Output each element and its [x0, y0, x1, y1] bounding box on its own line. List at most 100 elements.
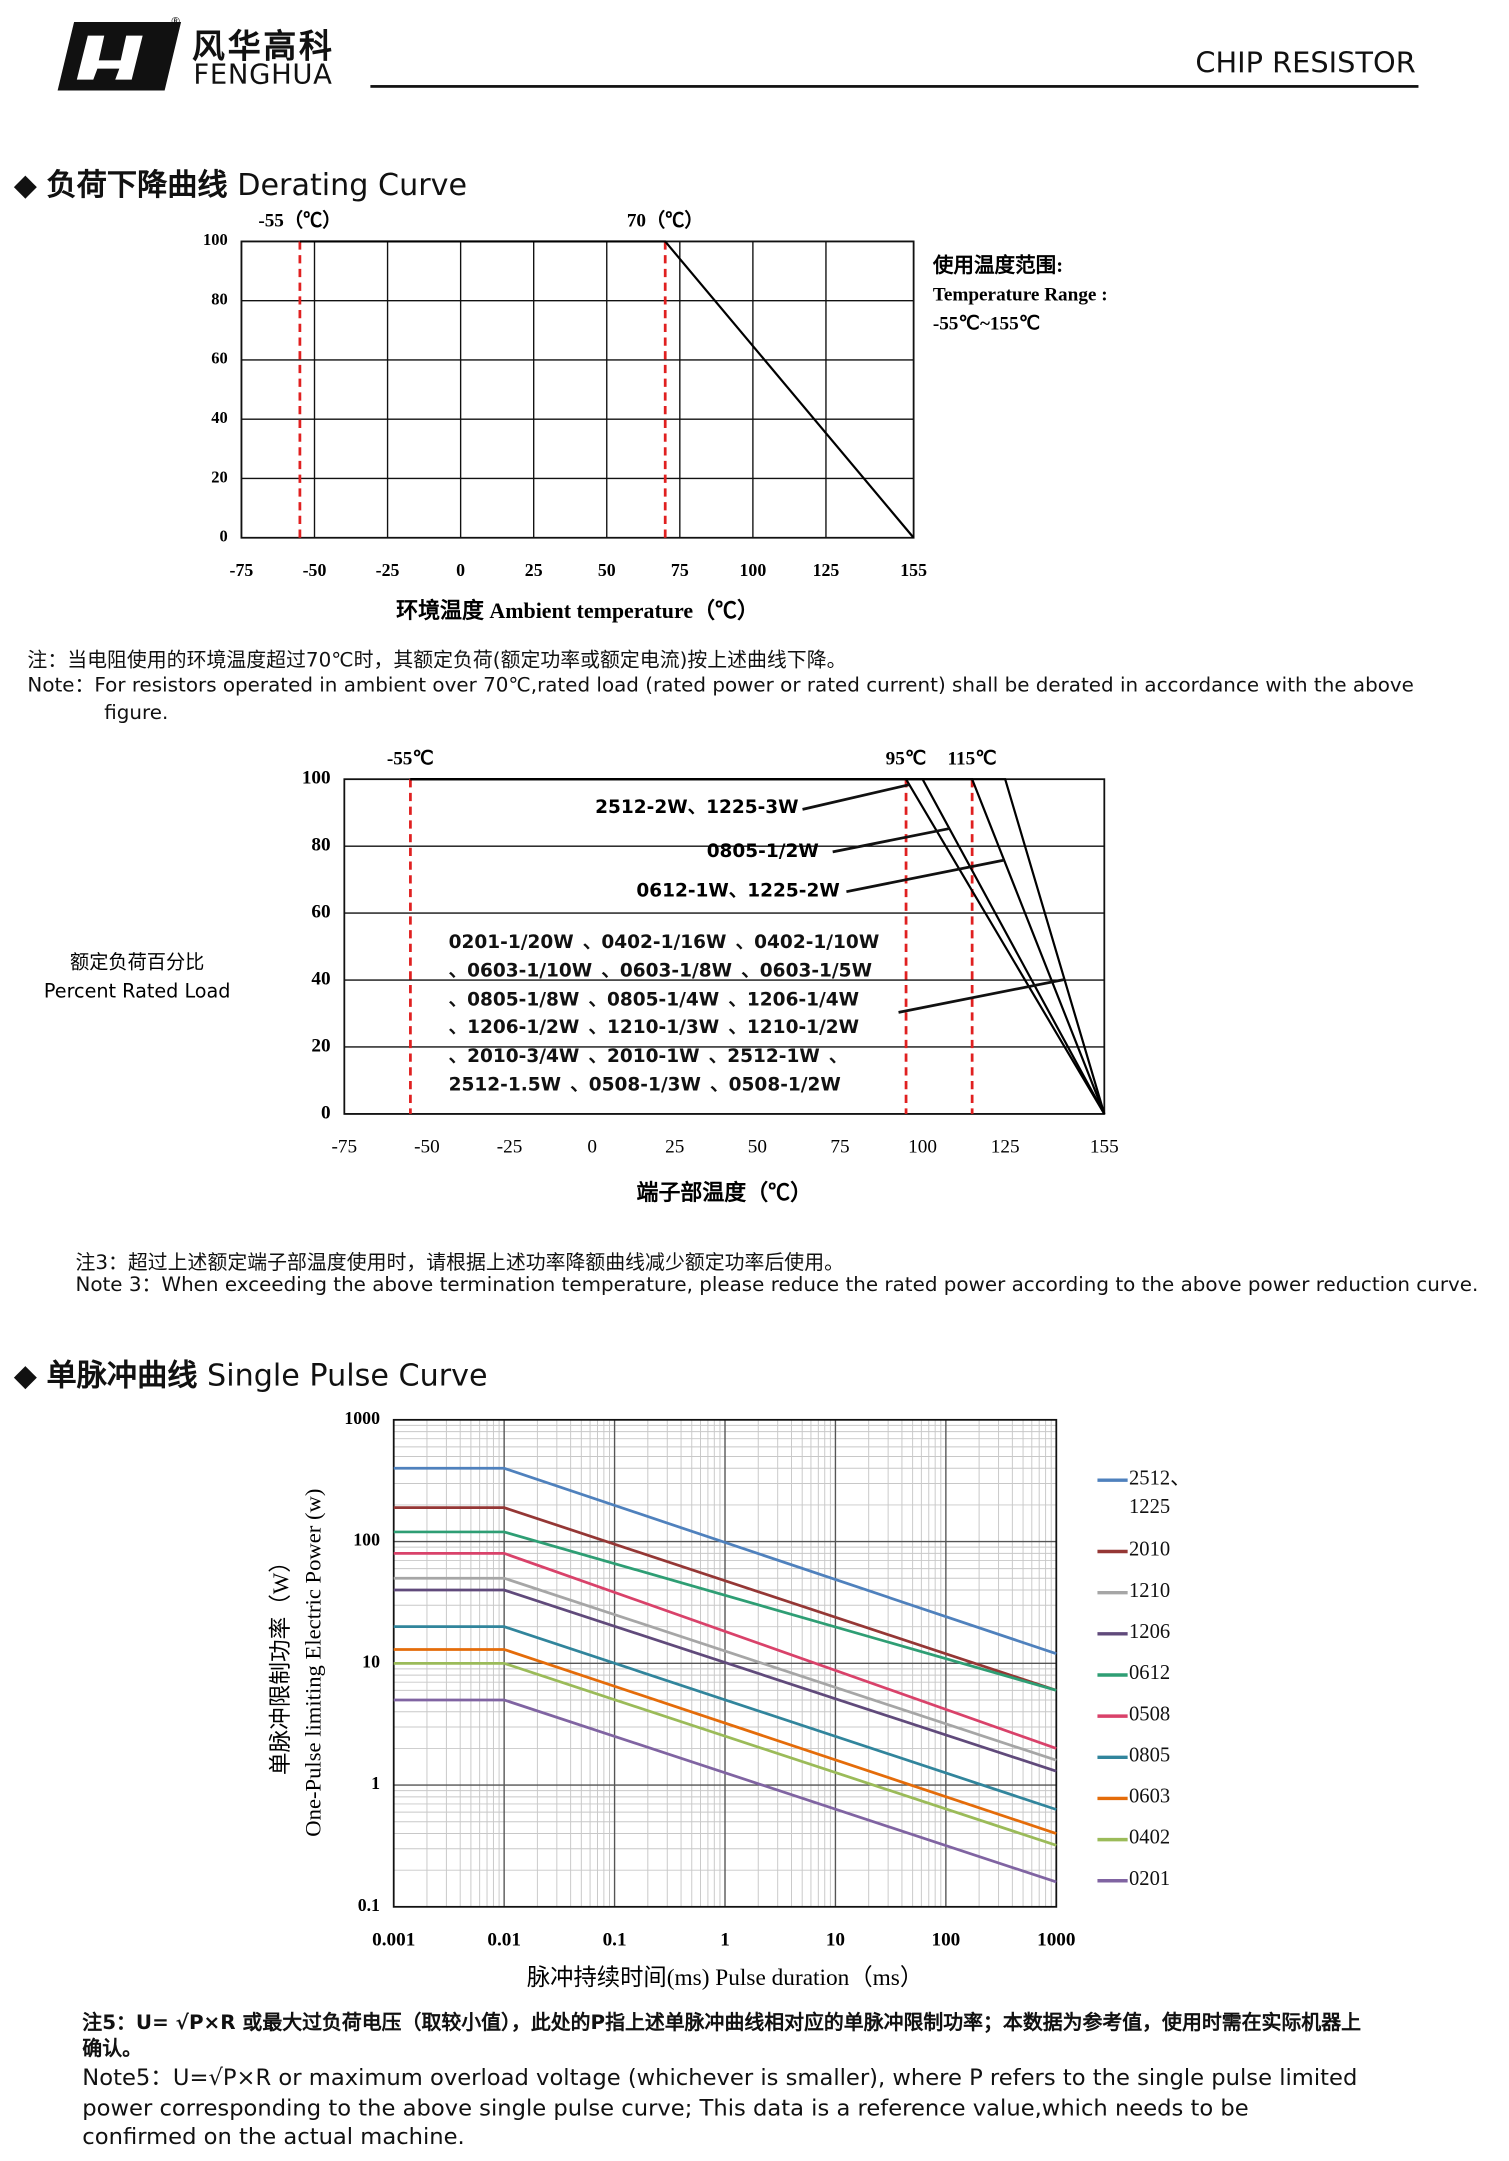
leader-line — [802, 783, 910, 811]
section-title-en: Derating Curve — [237, 168, 468, 204]
svg-text:®: ® — [170, 16, 181, 27]
y-tick-label: 100 — [353, 1530, 380, 1550]
section-title: ◆ 负荷下降曲线 Derating Curve — [14, 161, 467, 205]
brand-cn: 风华高科 — [192, 27, 335, 66]
legend-label: 0402 — [1129, 1827, 1171, 1850]
y-tick-label: 100 — [203, 230, 228, 249]
series-line — [410, 778, 1106, 1115]
x-tick-label: 25 — [525, 560, 543, 580]
marker-label: 115℃ — [948, 748, 997, 769]
note-en: Note 3：When exceeding the above terminat… — [75, 1274, 1479, 1297]
x-tick-label: 100 — [740, 560, 767, 580]
series-line — [393, 1466, 1057, 1655]
x-tick-label: -25 — [497, 1137, 523, 1158]
series-line — [393, 1506, 1057, 1692]
series-label: 0201-1/20W 、0402-1/16W 、0402-1/10W 、0603… — [448, 931, 880, 1097]
plot-frame — [240, 240, 915, 539]
leader-line — [898, 978, 1065, 1014]
x-tick-label: 100 — [931, 1930, 960, 1951]
note-en: Note：For resistors operated in ambient o… — [27, 674, 1414, 725]
doc-type: CHIP RESISTOR — [1195, 46, 1416, 80]
series-line — [393, 1576, 1057, 1762]
x-tick-label: 0 — [456, 560, 465, 580]
x-tick-label: 10 — [826, 1930, 845, 1951]
y-tick-label: 0 — [321, 1102, 331, 1123]
marker-label: -55（℃） — [258, 209, 341, 232]
y-tick-label: 0 — [219, 527, 227, 546]
annotation: -55℃~155℃ — [933, 314, 1040, 335]
x-tick-label: 75 — [830, 1137, 849, 1158]
x-tick-label: 125 — [991, 1137, 1020, 1158]
legend-label: 0508 — [1129, 1703, 1171, 1726]
x-tick-label: 0 — [587, 1137, 597, 1158]
series-line — [299, 240, 915, 539]
series-line — [393, 1552, 1057, 1750]
leader-line — [846, 858, 1005, 894]
header-rule — [370, 85, 1419, 88]
x-tick-label: 155 — [1090, 1137, 1119, 1158]
x-tick-label: 0.01 — [487, 1930, 521, 1951]
x-axis-label: 脉冲持续时间(ms) Pulse duration（ms） — [527, 1964, 923, 1991]
y-tick-label: 40 — [211, 408, 227, 427]
section-title-cn: 单脉冲曲线 — [46, 1359, 198, 1394]
logo: ® — [57, 16, 182, 91]
x-axis-label: 端子部温度（℃） — [637, 1180, 813, 1205]
y-axis-label: One-Pulse limiting Electric Power (w) — [301, 1489, 326, 1837]
x-tick-label: 125 — [813, 560, 840, 580]
x-tick-label: -25 — [376, 560, 400, 580]
y-tick-label: 80 — [211, 289, 227, 308]
y-tick-label: 80 — [311, 835, 330, 856]
leader-line — [832, 827, 950, 854]
x-axis-label: 环境温度 Ambient temperature（℃） — [396, 598, 759, 623]
brand-en: FENGHUA — [193, 57, 333, 91]
series-label: 2512-2W、1225-3W — [595, 797, 798, 818]
legend-label: 0603 — [1129, 1786, 1171, 1809]
legend-label: 1210 — [1129, 1580, 1171, 1603]
section-title-en: Single Pulse Curve — [207, 1359, 488, 1394]
y-tick-label: 1000 — [344, 1408, 380, 1428]
y-tick-label: 0.1 — [358, 1895, 380, 1915]
series-label: 0612-1W、1225-2W — [636, 881, 839, 902]
x-tick-label: 155 — [900, 560, 927, 580]
annotation: Temperature Range : — [933, 285, 1108, 306]
y-tick-label: 20 — [211, 467, 227, 486]
x-tick-label: -75 — [332, 1137, 358, 1158]
series-label: 0805-1/2W — [707, 841, 819, 862]
x-tick-label: 75 — [671, 560, 689, 580]
x-tick-label: 0.001 — [372, 1930, 415, 1951]
x-tick-label: 25 — [665, 1137, 684, 1158]
y-tick-label: 20 — [311, 1035, 330, 1056]
y-tick-label: 60 — [211, 349, 227, 368]
y-tick-label: 60 — [311, 901, 330, 922]
diamond: ◆ — [13, 168, 37, 204]
y-tick-label: 10 — [362, 1651, 380, 1671]
x-tick-label: 100 — [908, 1137, 937, 1158]
note-cn: 注3：超过上述额定端子部温度使用时，请根据上述功率降额曲线减少额定功率后使用。 — [75, 1252, 844, 1275]
legend-label: 1206 — [1129, 1621, 1171, 1644]
x-tick-label: -75 — [230, 560, 254, 580]
diamond: ◆ — [13, 1359, 37, 1394]
series-line — [393, 1648, 1057, 1835]
marker-label: 95℃ — [886, 748, 927, 769]
y-tick-label: 1 — [371, 1773, 380, 1793]
annotation: 使用温度范围: — [932, 253, 1063, 277]
marker-label: -55℃ — [387, 748, 434, 769]
x-tick-label: 1000 — [1037, 1930, 1075, 1951]
x-tick-label: -50 — [414, 1137, 440, 1158]
section-title-cn: 负荷下降曲线 — [46, 168, 228, 204]
x-tick-label: 50 — [598, 560, 616, 580]
x-tick-label: 1 — [720, 1930, 730, 1951]
legend-label: 2010 — [1129, 1539, 1171, 1562]
series-line — [393, 1530, 1057, 1692]
x-tick-label: -50 — [303, 560, 327, 580]
note-cn: 注5：U= √P×R 或最大过负荷电压（取较小值），此处的P指上述单脉冲曲线相对… — [82, 2012, 1361, 2061]
y-axis-label: 单脉冲限制功率（W） — [268, 1550, 293, 1775]
marker-label: 70（℃） — [627, 209, 704, 232]
legend-label: 2512、1225 — [1129, 1467, 1191, 1519]
note-cn: 注：当电阻使用的环境温度超过70℃时，其额定负荷(额定功率或额定电流)按上述曲线… — [27, 650, 847, 673]
series-line — [393, 1588, 1057, 1773]
legend-label: 0201 — [1129, 1868, 1171, 1891]
y-axis-label: 额定负荷百分比 — [70, 951, 204, 974]
y-tick-label: 40 — [311, 968, 330, 989]
